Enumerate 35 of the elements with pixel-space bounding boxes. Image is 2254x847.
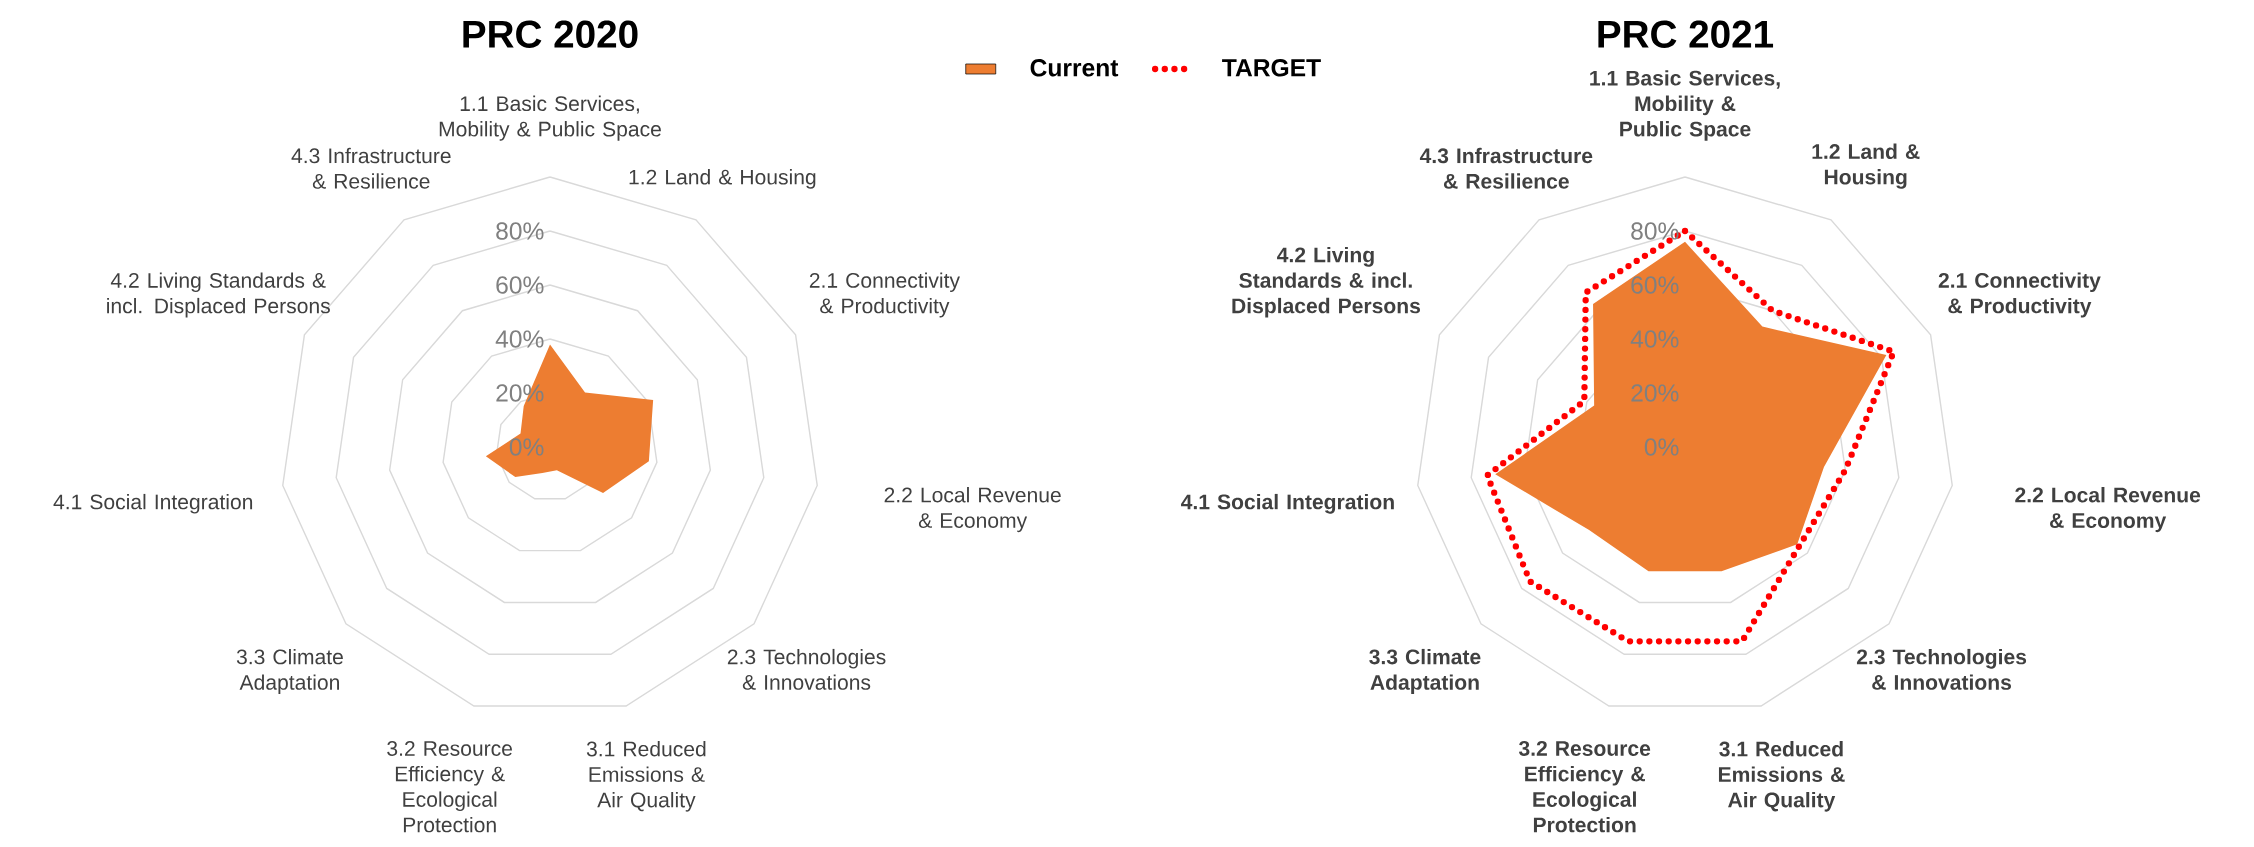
y-tick-label: 60% bbox=[1631, 276, 1679, 294]
legend-label: TARGET bbox=[1222, 59, 1321, 77]
y-tick-label: 80% bbox=[1631, 222, 1679, 240]
chart-title: PRC 2021 bbox=[1598, 20, 1774, 48]
y-tick-label: 40% bbox=[495, 330, 544, 348]
y-tick-label: 0% bbox=[509, 438, 544, 456]
spoke-label: 4.1 Social Integration bbox=[53, 493, 253, 514]
spoke-label: 1.2 Land & Housing bbox=[629, 169, 816, 189]
spoke-label: 3.2 Resource Efficiency & Ecological Protection bbox=[1518, 741, 1651, 833]
y-tick-label: 40% bbox=[1630, 330, 1679, 348]
spoke-label: 4.3 Infrastructure & Resilience bbox=[1419, 147, 1593, 189]
spoke-label: 4.2 Living Standards & incl. Displaced Persons bbox=[1232, 246, 1420, 318]
spoke-label: 1.2 Land & Housing bbox=[1812, 143, 1920, 189]
y-tick-label: 80% bbox=[496, 222, 544, 240]
spoke-label: 2.2 Local Revenue & Economy bbox=[2015, 487, 2201, 533]
spoke-label: 3.3 Climate Adaptation bbox=[236, 648, 343, 695]
spoke-label: 4.2 Living Standards & incl. Displaced Persons bbox=[107, 272, 330, 318]
spoke-label: 1.1 Basic Services, Mobility & Public Space bbox=[1590, 70, 1780, 141]
spoke-label: 1.1 Basic Services, Mobility & Public Space bbox=[439, 95, 661, 141]
y-tick-label: 60% bbox=[496, 276, 544, 294]
spoke-label: 3.3 Climate Adaptation bbox=[1369, 648, 1481, 695]
y-tick-label: 0% bbox=[1644, 438, 1679, 456]
spoke-label: 2.2 Local Revenue & Economy bbox=[884, 487, 1061, 533]
spoke-label: 3.1 Reduced Emissions & Air Quality bbox=[1718, 741, 1845, 812]
spoke-label: 3.1 Reduced Emissions & Air Quality bbox=[586, 741, 706, 812]
legend-label: Current bbox=[1030, 59, 1119, 77]
spoke-label: 2.3 Technologies & Innovations bbox=[727, 648, 886, 690]
chart-title: PRC 2020 bbox=[463, 20, 638, 48]
y-tick-label: 20% bbox=[1631, 384, 1679, 402]
spoke-label: 4.3 Infrastructure & Resilience bbox=[291, 147, 451, 189]
spoke-label: 2.3 Technologies & Innovations bbox=[1856, 648, 2027, 690]
spoke-label: 2.1 Connectivity & Productivity bbox=[809, 272, 960, 318]
spoke-label: 3.2 Resource Efficiency & Ecological Protection bbox=[387, 741, 512, 833]
spoke-label: 2.1 Connectivity & Productivity bbox=[1938, 272, 2101, 318]
spoke-label: 4.1 Social Integration bbox=[1181, 493, 1394, 514]
